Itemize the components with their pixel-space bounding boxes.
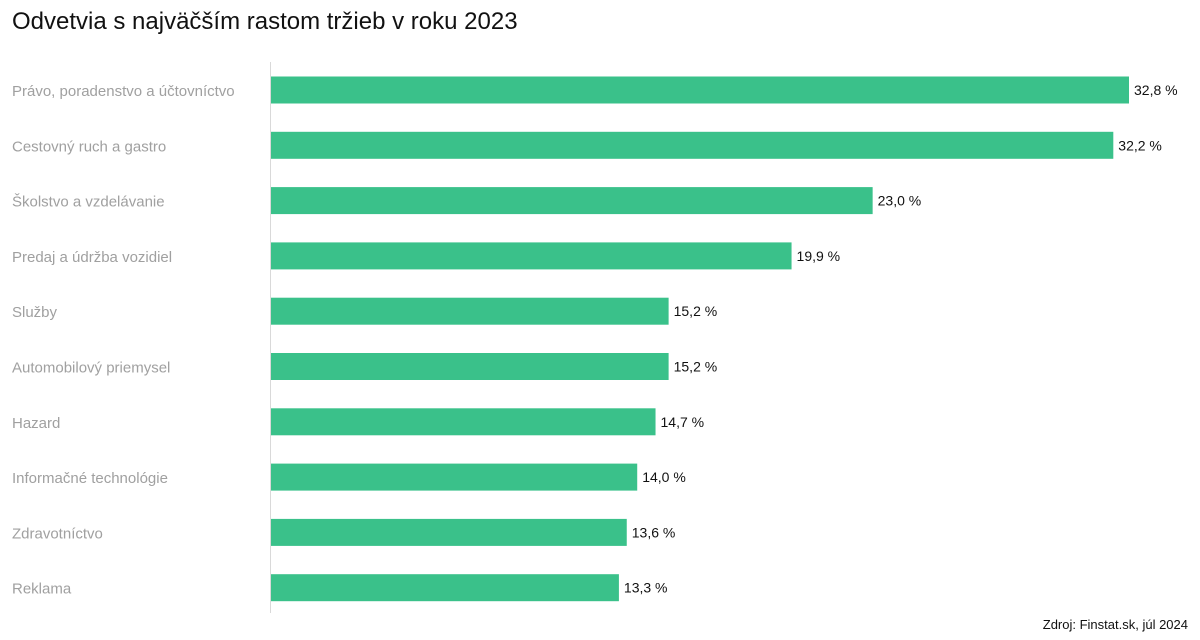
value-label: 15,2 %	[674, 303, 718, 319]
value-label: 32,2 %	[1118, 137, 1162, 153]
value-label: 15,2 %	[674, 359, 718, 375]
value-label: 14,7 %	[661, 414, 705, 430]
category-label: Školstvo a vzdelávanie	[12, 194, 165, 211]
bar	[271, 297, 669, 325]
bar	[271, 408, 656, 436]
source-note: Zdroj: Finstat.sk, júl 2024	[1042, 617, 1188, 632]
category-label: Predaj a údržba vozidiel	[12, 249, 172, 266]
bar	[271, 131, 1114, 159]
category-label: Reklama	[12, 581, 72, 598]
category-label: Služby	[12, 304, 58, 321]
bar	[271, 187, 873, 215]
bar	[271, 76, 1129, 104]
value-label: 14,0 %	[642, 469, 686, 485]
category-label: Zdravotníctvo	[12, 525, 103, 542]
category-label: Právo, poradenstvo a účtovníctvo	[12, 83, 235, 100]
value-label: 13,3 %	[624, 580, 668, 596]
bar	[271, 518, 627, 546]
category-label: Informačné technológie	[12, 470, 168, 487]
value-label: 19,9 %	[797, 248, 841, 264]
value-label: 23,0 %	[878, 193, 922, 209]
category-label: Automobilový priemysel	[12, 360, 170, 377]
value-label: 32,8 %	[1134, 82, 1178, 98]
category-label: Cestovný ruch a gastro	[12, 138, 166, 155]
chart-title: Odvetvia s najväčším rastom tržieb v rok…	[12, 8, 518, 35]
category-label: Hazard	[12, 415, 60, 432]
bar	[271, 242, 792, 270]
bar	[271, 353, 669, 380]
bar	[271, 574, 619, 602]
bar	[271, 463, 638, 491]
value-label: 13,6 %	[632, 524, 676, 540]
